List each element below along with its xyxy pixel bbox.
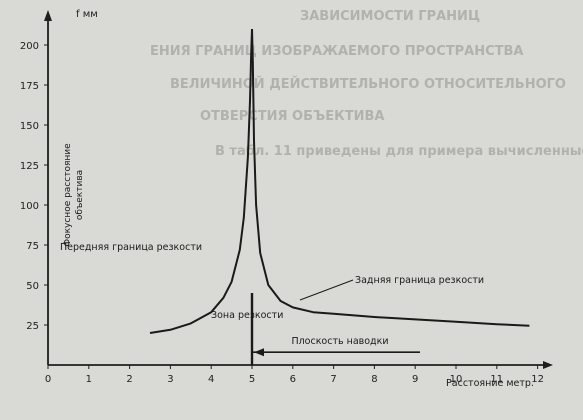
series-line-0 — [149, 28, 253, 334]
x-tick-label: 7 — [330, 374, 336, 385]
x-tick-label: 0 — [45, 374, 51, 385]
annotations: Плоскость наводки Зона резкости Передняя г… — [60, 242, 484, 365]
series-line-1 — [251, 28, 530, 327]
back-boundary-label: Задняя граница резкости — [355, 275, 484, 286]
y-axis-label-line: объектива — [75, 170, 85, 220]
y-tick-label: 100 — [20, 201, 39, 212]
background-print: ЗАВИСИМОСТИ ГРАНИЦ ЕНИЯ ГРАНИЦ ИЗОБРАЖАЕМ… — [150, 9, 583, 159]
y-axis-label: Фокусное расстояние объектива — [63, 143, 85, 247]
x-axis-label: Расстояние метр. — [446, 378, 534, 389]
x-tick-label: 4 — [208, 374, 214, 385]
back-boundary-pointer — [299, 279, 354, 301]
series — [149, 28, 530, 334]
y-tick-label: 200 — [20, 41, 39, 52]
x-tick-label: 5 — [249, 374, 255, 385]
y-tick-label: 150 — [20, 121, 39, 132]
x-tick-label: 8 — [371, 374, 377, 385]
x-tick-label: 3 — [167, 374, 173, 385]
background-text: В табл. 11 приведены для примера вычисле… — [215, 144, 583, 159]
background-text: ОТВЕРСТИЯ ОБЪЕКТИВА — [200, 109, 384, 124]
y-tick-label: 50 — [26, 281, 39, 292]
y-tick-label: 175 — [20, 81, 39, 92]
y-axis-arrow — [44, 10, 52, 21]
x-tick-label: 6 — [290, 374, 296, 385]
focus-plane-arrowhead — [254, 348, 264, 357]
background-text: ЕНИЯ ГРАНИЦ ИЗОБРАЖАЕМОГО ПРОСТРАНСТВА — [150, 44, 523, 59]
x-tick-label: 9 — [412, 374, 418, 385]
x-tick-label: 11 — [490, 374, 503, 385]
front-boundary-label: Передняя граница резкости — [60, 242, 202, 253]
background-text: ВЕЛИЧИНОЙ ДЕЙСТВИТЕЛЬНОГО ОТНОСИТЕЛЬНОГО — [170, 76, 566, 92]
y-unit-label: f мм — [76, 9, 98, 20]
focus-plane-label: Плоскость наводки — [291, 336, 388, 347]
y-tick-label: 75 — [26, 241, 39, 252]
zone-label: Зона резкости — [211, 310, 283, 321]
y-tick-label: 125 — [20, 161, 39, 172]
x-tick-label: 2 — [126, 374, 132, 385]
y-axis-label-line: Фокусное расстояние — [63, 143, 73, 247]
background-text: ЗАВИСИМОСТИ ГРАНИЦ — [300, 9, 480, 24]
x-tick-label: 1 — [86, 374, 92, 385]
y-tick-label: 25 — [26, 321, 39, 332]
x-tick-label: 10 — [450, 374, 463, 385]
x-tick-label: 12 — [531, 374, 544, 385]
x-axis-arrow — [543, 361, 553, 369]
